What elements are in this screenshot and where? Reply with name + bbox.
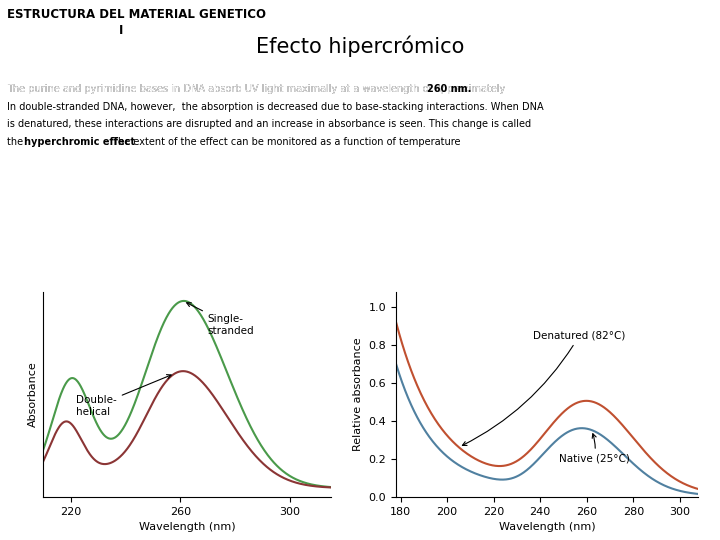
- Text: Efecto hipercrómico: Efecto hipercrómico: [256, 35, 464, 57]
- Y-axis label: Relative absorbance: Relative absorbance: [353, 338, 363, 451]
- X-axis label: Wavelength (nm): Wavelength (nm): [139, 522, 235, 532]
- Text: Single-
stranded: Single- stranded: [186, 303, 254, 336]
- Text: ESTRUCTURA DEL MATERIAL GENETICO: ESTRUCTURA DEL MATERIAL GENETICO: [7, 8, 266, 21]
- Text: is denatured, these interactions are disrupted and an increase in absorbance is : is denatured, these interactions are dis…: [7, 119, 531, 130]
- Text: The purine and pyrimidine bases in DNA absorb UV light maximally at a wavelength: The purine and pyrimidine bases in DNA a…: [7, 84, 508, 94]
- Text: Native (25°C): Native (25°C): [559, 434, 630, 464]
- Text: the: the: [7, 137, 27, 147]
- Text: In double-stranded DNA, however,  the absorption is decreased due to base-stacki: In double-stranded DNA, however, the abs…: [7, 102, 544, 112]
- Text: Double-
helical: Double- helical: [76, 375, 171, 416]
- Text: The purine and pyrimidine bases in DNA absorb UV light maximally at a wavelength: The purine and pyrimidine bases in DNA a…: [7, 84, 549, 94]
- X-axis label: Wavelength (nm): Wavelength (nm): [499, 522, 595, 532]
- Text: 260 nm.: 260 nm.: [427, 84, 472, 94]
- Text: I: I: [119, 24, 123, 37]
- Y-axis label: Absorbance: Absorbance: [27, 361, 37, 427]
- Text: Denatured (82°C): Denatured (82°C): [462, 330, 626, 446]
- Text: hyperchromic effect: hyperchromic effect: [24, 137, 135, 147]
- Text: . The extent of the effect can be monitored as a function of temperature: . The extent of the effect can be monito…: [106, 137, 460, 147]
